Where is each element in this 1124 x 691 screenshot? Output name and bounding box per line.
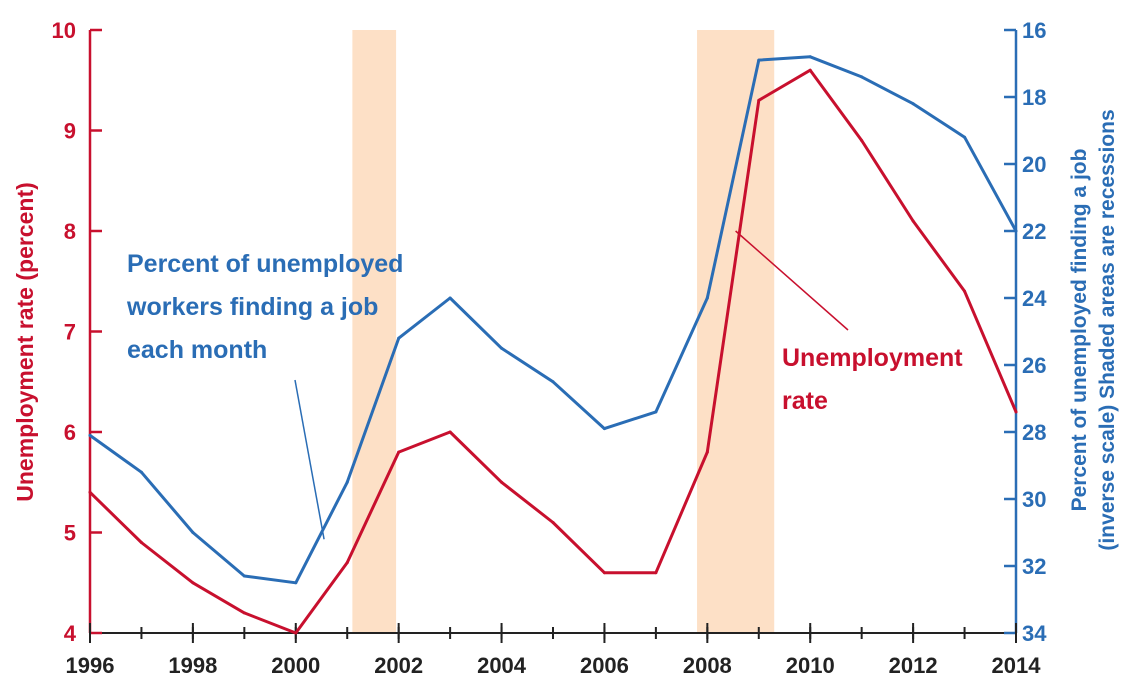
left-tick-label: 8 xyxy=(64,219,76,244)
x-tick-label: 2004 xyxy=(477,653,527,678)
left-axis-label: Unemployment rate (percent) xyxy=(12,182,38,502)
job-finding-point xyxy=(242,574,246,578)
unemployment-point xyxy=(191,581,195,585)
unemployment-point xyxy=(654,571,658,575)
unemployment-point xyxy=(911,219,915,223)
job-finding-point xyxy=(397,336,401,340)
job-finding-point xyxy=(757,58,761,62)
right-tick-label: 28 xyxy=(1022,420,1046,445)
unemployment-point xyxy=(345,561,349,565)
recession-band-2 xyxy=(697,30,775,633)
right-tick-label: 26 xyxy=(1022,353,1046,378)
right-tick-label: 32 xyxy=(1022,554,1046,579)
right-tick-label: 20 xyxy=(1022,152,1046,177)
unemployment-point xyxy=(808,68,812,72)
annotation-job-finding-line: each month xyxy=(127,336,267,364)
left-tick-label: 7 xyxy=(64,320,76,345)
unemployment-point xyxy=(705,450,709,454)
unemployment-point xyxy=(551,520,555,524)
annotation-layer: Percent of unemployed workers finding a j… xyxy=(126,230,963,540)
right-tick-label: 30 xyxy=(1022,487,1046,512)
right-tick-label: 22 xyxy=(1022,219,1046,244)
x-tick-label: 2000 xyxy=(271,653,320,678)
right-tick-label: 16 xyxy=(1022,18,1046,43)
job-finding-point xyxy=(1014,229,1018,233)
annotation-job-finding-line: workers finding a job xyxy=(126,293,378,321)
right-tick-label: 34 xyxy=(1022,621,1047,646)
job-finding-point xyxy=(602,427,606,431)
job-finding-point xyxy=(654,410,658,414)
x-tick-label: 2012 xyxy=(889,653,938,678)
job-finding-point xyxy=(808,55,812,59)
left-tick-label: 10 xyxy=(52,18,76,43)
unemployment-point xyxy=(500,480,504,484)
job-finding-point xyxy=(88,433,92,437)
x-tick-label: 2014 xyxy=(992,653,1042,678)
unemployment-point xyxy=(757,98,761,102)
recession-shading-layer xyxy=(352,30,775,633)
job-finding-point xyxy=(911,102,915,106)
axes-layer: 4 5 6 7 8 9 10 16 18 20 22 24 26 28 30 32 34 1996 1998 2000… xyxy=(52,18,1048,678)
right-axis-label-line2: (inverse scale) Shaded areas are recessi… xyxy=(1096,109,1119,550)
job-finding-point xyxy=(860,75,864,79)
unemployment-point xyxy=(242,611,246,615)
x-tick-label: 1996 xyxy=(66,653,115,678)
unemployment-point xyxy=(88,490,92,494)
unemployment-point xyxy=(1014,410,1018,414)
job-finding-point xyxy=(191,531,195,534)
annotation-job-finding-line: Percent of unemployed xyxy=(127,250,403,278)
left-tick-label: 9 xyxy=(64,119,76,144)
series-layer xyxy=(88,55,1018,635)
unemployment-point xyxy=(963,289,967,293)
annotation-unemployment-line: Unemployment xyxy=(782,344,963,372)
left-tick-label: 5 xyxy=(64,521,76,546)
right-tick-label: 24 xyxy=(1022,286,1047,311)
unemployment-point xyxy=(860,139,864,143)
job-finding-point xyxy=(705,296,709,300)
job-finding-point xyxy=(448,296,452,300)
left-tick-label: 6 xyxy=(64,420,76,445)
job-finding-point xyxy=(345,480,349,484)
unemployment-point xyxy=(448,430,452,434)
x-tick-label: 2006 xyxy=(580,653,629,678)
job-finding-point xyxy=(551,380,555,384)
annotation-unemployment-pointer xyxy=(735,230,849,331)
unemployment-point xyxy=(397,450,401,454)
right-tick-label: 18 xyxy=(1022,85,1046,110)
x-tick-label: 2002 xyxy=(374,653,423,678)
right-axis-label-line1: Percent of unemployed finding a job xyxy=(1068,149,1091,512)
annotation-job-finding-pointer xyxy=(294,379,325,540)
job-finding-point xyxy=(294,581,298,585)
annotation-unemployment-line: rate xyxy=(782,387,828,415)
x-tick-label: 1998 xyxy=(168,653,217,678)
unemployment-point xyxy=(294,631,298,635)
x-tick-label: 2008 xyxy=(683,653,732,678)
x-tick-label: 2010 xyxy=(786,653,835,678)
recession-band-1 xyxy=(352,30,397,633)
job-finding-point xyxy=(139,470,143,474)
annotation-unemployment-label: Unemployment rate xyxy=(782,344,963,415)
annotation-job-finding-label: Percent of unemployed workers finding a j… xyxy=(126,250,403,364)
left-tick-label: 4 xyxy=(64,621,77,646)
unemployment-point xyxy=(602,571,606,575)
job-finding-point xyxy=(963,135,967,139)
job-finding-point xyxy=(500,346,504,350)
unemployment-point xyxy=(139,541,143,545)
